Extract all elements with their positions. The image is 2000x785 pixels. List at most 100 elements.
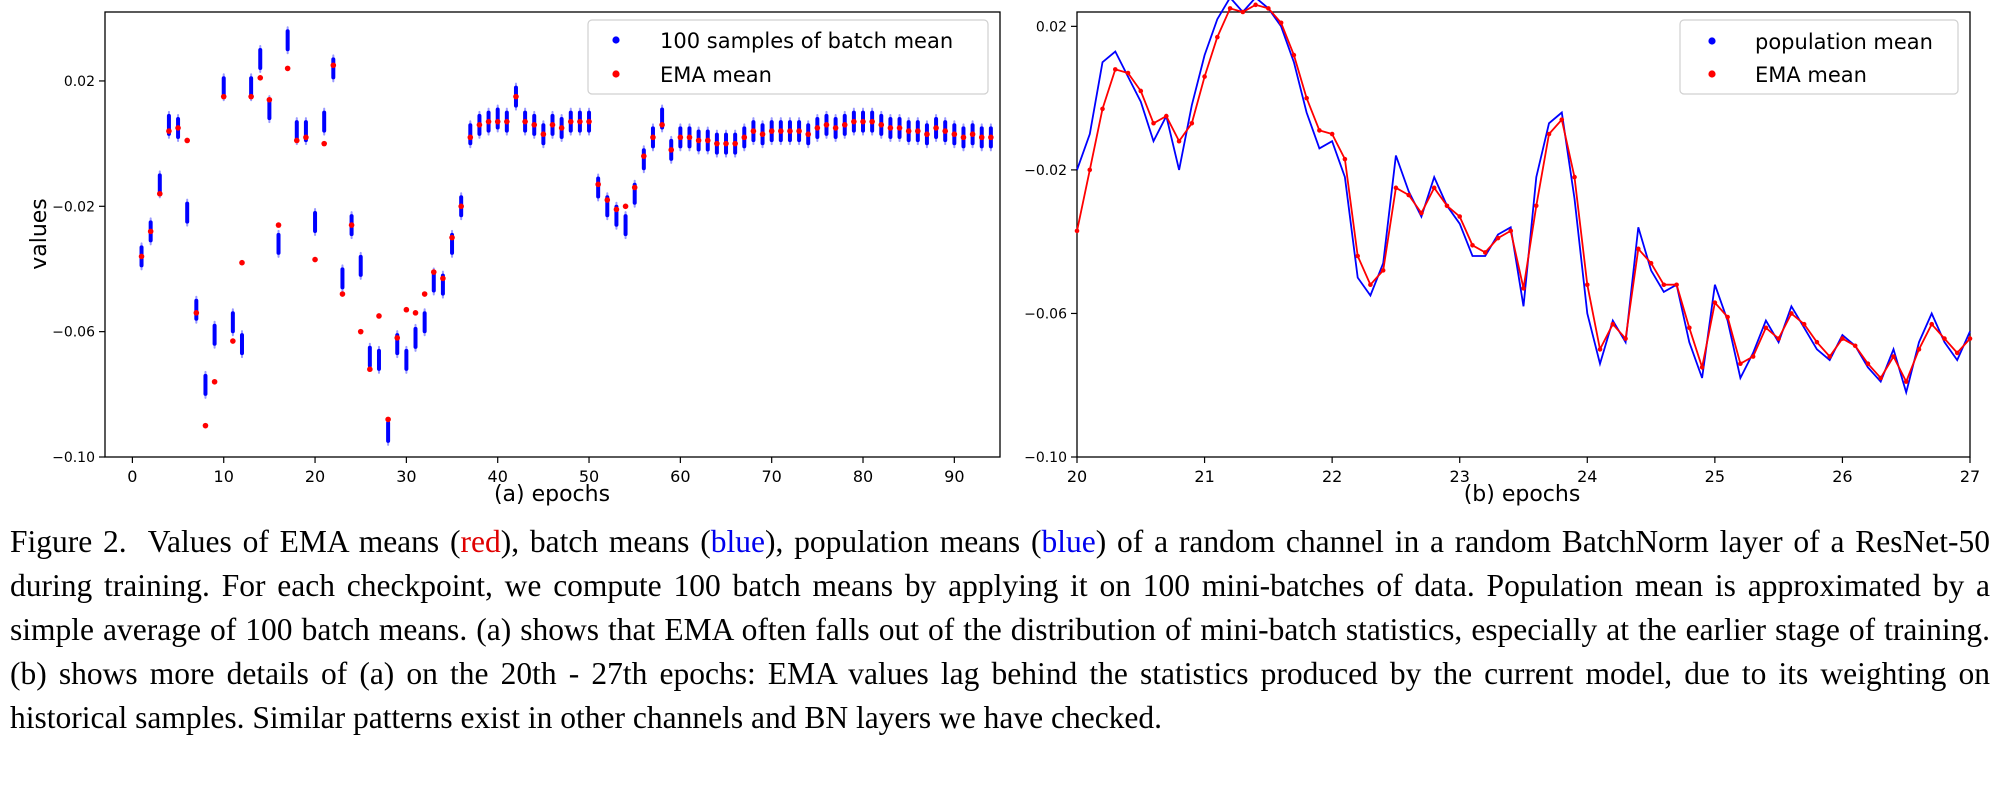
ema-mean-point [1100, 106, 1105, 112]
ema-mean-point [1189, 120, 1195, 126]
ema-mean-point [485, 118, 492, 125]
ema-mean-point [1852, 343, 1858, 349]
ema-mean-point [1380, 268, 1386, 273]
ema-mean-point [558, 125, 565, 131]
ema-mean-point [577, 118, 583, 125]
caption-label: Figure 2. [10, 524, 127, 559]
ema-mean-point [193, 310, 200, 316]
legend-b-label-ema: EMA mean [1755, 63, 1867, 87]
ema-mean-point [449, 234, 455, 241]
ema-mean-point [1202, 74, 1207, 79]
ema-mean-point [778, 128, 784, 134]
ema-mean-point [1138, 88, 1144, 94]
chart-b-xtick-label: 26 [1832, 467, 1852, 486]
ema-mean-point [513, 93, 519, 100]
chart-b-xtick-label: 27 [1960, 467, 1980, 486]
ema-mean-point [1393, 185, 1399, 191]
ema-mean-point [1112, 67, 1118, 72]
ema-mean-point [1878, 375, 1883, 381]
chart-b-xtick-label: 25 [1705, 467, 1725, 486]
ema-mean-point [293, 137, 300, 144]
ema-mean-point [604, 197, 611, 203]
ema-mean-point [978, 134, 985, 141]
ema-mean-point [1891, 354, 1896, 359]
ema-mean-point [1074, 228, 1080, 234]
figure: 0 10 20 30 40 50 60 70 80 90 0.02 −0.02 −0.06 −0.10 … [27, 0, 1980, 507]
chart-b-xtick-label: 21 [1194, 467, 1214, 486]
chart-a: 0 10 20 30 40 50 60 70 80 90 0.02−0.02−0.06−0.10 … [27, 11, 1001, 507]
ema-mean-point [677, 134, 684, 141]
ema-mean-point [284, 65, 291, 72]
ema-mean-point [1368, 282, 1373, 288]
chart-b-x-axis: 20 21 22 23 24 25 26 27 [1067, 457, 1980, 486]
ema-mean-point [412, 310, 419, 316]
ema-mean-point [522, 118, 528, 125]
ema-mean-point [147, 228, 154, 235]
ema-mean-point [622, 203, 629, 210]
ema-mean-point [1521, 286, 1526, 291]
population-mean-line [1076, 0, 1971, 396]
ema-mean-point [768, 128, 775, 134]
ema-mean-point [175, 125, 181, 131]
ema-mean-point [1942, 336, 1947, 341]
ema-mean-point [1699, 364, 1705, 370]
chart-a-ytick-label: −0.10 [52, 450, 95, 466]
chart-b-ytick-label: −0.10 [1024, 450, 1067, 466]
ema-mean-point [969, 131, 976, 138]
ema-mean-point [303, 134, 309, 141]
chart-a-xlabel: (a) epochs [494, 482, 610, 507]
caption-text-2: ), batch means ( [500, 524, 711, 559]
ema-mean-point [1687, 325, 1692, 331]
ema-mean-point [458, 203, 464, 210]
ema-mean-point [814, 125, 821, 131]
caption-text-4: ) of a random channel in a random BatchN… [10, 524, 1990, 735]
ema-mean-point [1151, 120, 1156, 126]
ema-mean-point [1342, 156, 1348, 162]
chart-a-ytick-label: −0.02 [52, 199, 95, 215]
ema-mean-point [531, 122, 538, 128]
ema-mean-point [851, 118, 857, 125]
ema-mean-point [1827, 354, 1832, 359]
ema-mean-point [1750, 354, 1756, 359]
chart-a-x-axis: 0 10 20 30 40 50 60 70 80 90 [127, 457, 965, 486]
chart-b-xtick-label: 22 [1322, 467, 1342, 486]
ema-mean-point [257, 75, 264, 81]
ema-mean-point [504, 118, 510, 125]
chart-b-y-axis: 0.02 −0.02 −0.06 −0.10 [1024, 19, 1077, 466]
ema-mean-point [1903, 379, 1909, 384]
ema-mean-point [348, 222, 355, 228]
chart-b-xtick-label: 20 [1067, 467, 1087, 486]
ema-mean-point [1674, 282, 1679, 288]
ema-mean-point [1840, 336, 1845, 341]
ema-mean-point [896, 125, 903, 131]
ema-mean-point [385, 416, 391, 423]
ema-mean-point [330, 62, 337, 69]
legend-b-marker-pop [1708, 37, 1716, 45]
chart-a-xtick-label: 40 [488, 467, 508, 486]
chart-a-xtick-label: 30 [396, 467, 416, 486]
ema-mean-point [586, 118, 592, 125]
ema-mean-point [595, 181, 601, 188]
ema-mean-point [476, 122, 483, 128]
ema-mean-point [184, 137, 190, 144]
chart-b-ytick-label: −0.06 [1024, 306, 1067, 322]
ema-mean-point [1916, 347, 1922, 352]
ema-mean-point [805, 131, 812, 138]
ema-mean-point [659, 122, 665, 128]
ema-mean-point [905, 128, 912, 134]
chart-a-xtick-label: 60 [670, 467, 690, 486]
chart-a-xtick-label: 10 [214, 467, 234, 486]
chart-b-legend: population mean EMA mean [1679, 19, 1959, 95]
ema-mean-point [1801, 321, 1807, 327]
ema-mean-point [339, 291, 346, 297]
ema-mean-point [860, 118, 866, 125]
ema-mean-point [960, 134, 967, 141]
chart-a-xtick-label: 90 [944, 467, 964, 486]
chart-a-xtick-label: 0 [127, 467, 137, 486]
caption-red-word: red [460, 524, 501, 559]
ema-mean-point [695, 137, 702, 144]
legend-a-label-batch: 100 samples of batch mean [660, 29, 953, 53]
ema-mean-point [924, 131, 930, 138]
chart-a-ytick-label: 0.02 [64, 74, 95, 90]
ema-mean-point [714, 140, 720, 147]
